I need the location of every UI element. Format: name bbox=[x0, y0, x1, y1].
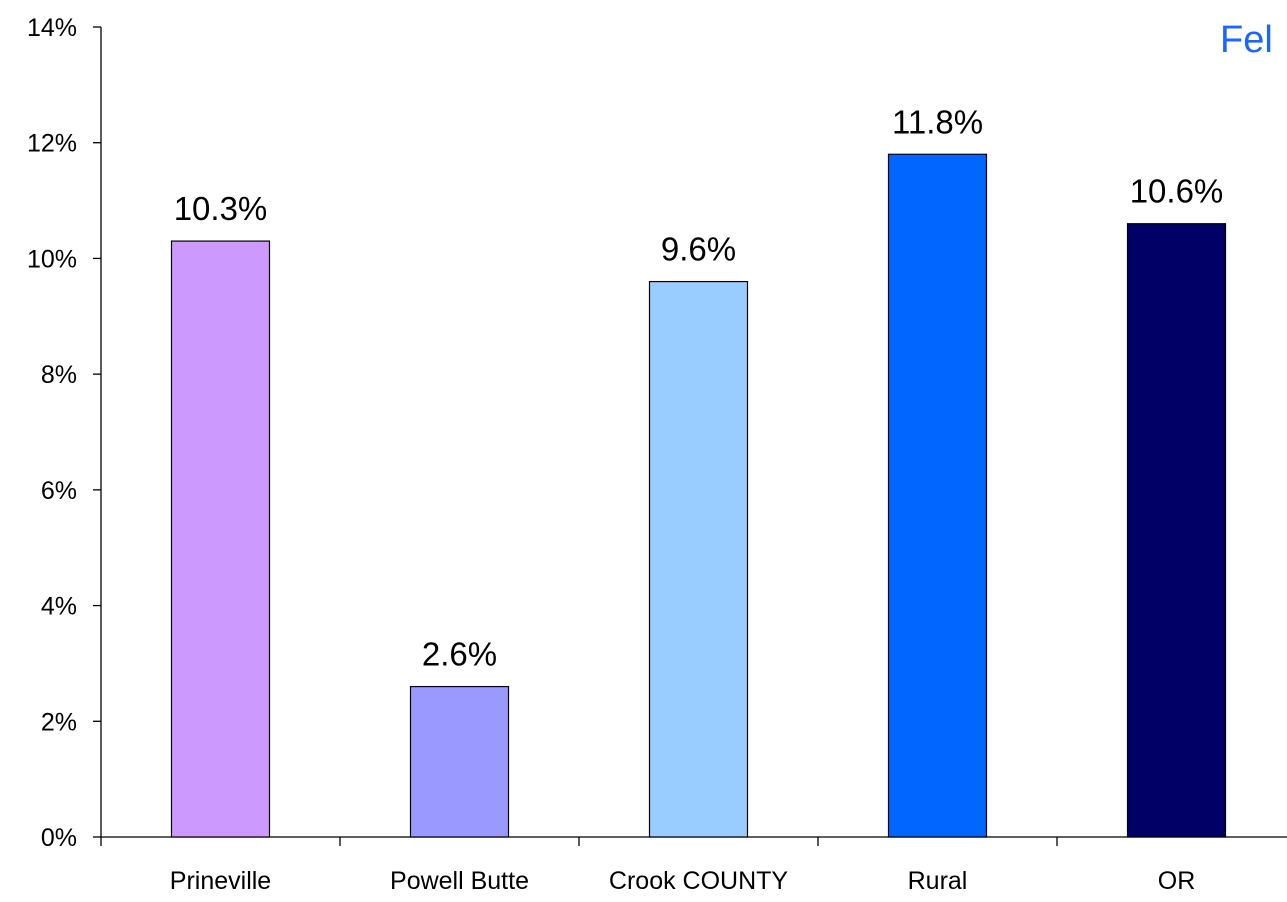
y-tick-label: 10% bbox=[27, 245, 77, 273]
axes bbox=[93, 26, 1287, 846]
y-tick-label: 4% bbox=[41, 593, 77, 621]
x-category-label: Powell Butte bbox=[390, 867, 529, 895]
y-tick-label: 8% bbox=[41, 361, 77, 389]
y-tick-label: 6% bbox=[41, 477, 77, 505]
bars bbox=[170, 153, 1227, 838]
data-label: 10.6% bbox=[1130, 173, 1224, 210]
bar bbox=[648, 280, 749, 838]
corner-title-fragment: Fel bbox=[1220, 19, 1273, 61]
data-label: 9.6% bbox=[661, 231, 736, 268]
bar bbox=[887, 153, 988, 838]
x-category-label: Crook COUNTY bbox=[609, 867, 789, 895]
y-tick-label: 12% bbox=[27, 130, 77, 158]
y-tick-label: 14% bbox=[27, 14, 77, 42]
labels: 0% 2% 4% 6% 8% 10% 12% 14% Prineville 10.3% Powell… bbox=[27, 14, 1223, 895]
y-tick-label: 0% bbox=[41, 824, 77, 852]
bar bbox=[1126, 223, 1227, 838]
y-tick-label: 2% bbox=[41, 708, 77, 736]
x-category-label: Prineville bbox=[170, 867, 271, 895]
x-category-label: OR bbox=[1158, 867, 1196, 895]
bar bbox=[409, 685, 510, 838]
data-label: 10.3% bbox=[174, 190, 268, 227]
data-label: 11.8% bbox=[892, 103, 983, 140]
data-label: 2.6% bbox=[422, 636, 497, 673]
bar bbox=[170, 240, 271, 838]
x-category-label: Rural bbox=[908, 867, 968, 895]
